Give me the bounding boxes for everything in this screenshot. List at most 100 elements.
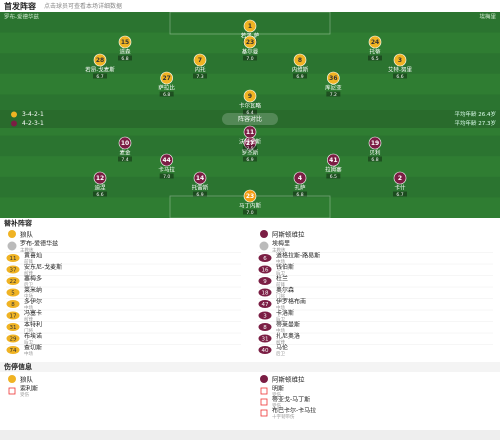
number-badge[interactable] — [258, 311, 272, 320]
player-badge[interactable] — [243, 189, 257, 203]
player-badge[interactable] — [243, 35, 257, 49]
away-team-icon — [11, 120, 17, 127]
player-badge[interactable] — [193, 53, 207, 67]
player-number: 23 — [246, 193, 254, 200]
number-badge[interactable] — [6, 254, 20, 262]
injury-reason: 受伤 — [272, 391, 281, 398]
away-coach: 埃梅里 — [479, 13, 496, 21]
player-badge[interactable] — [327, 71, 340, 85]
center-button[interactable] — [222, 113, 278, 125]
number-badge[interactable] — [258, 277, 272, 285]
player-badge[interactable] — [118, 136, 132, 150]
sub-position: 中场 — [24, 292, 33, 299]
player-name: 沃特金斯 — [239, 138, 262, 146]
number-badge[interactable] — [258, 288, 272, 297]
sub-number: 31 — [262, 336, 269, 342]
player-badge[interactable] — [243, 89, 257, 103]
injury-team: 狼队 — [20, 375, 34, 384]
footer — [0, 430, 500, 440]
rating-box — [93, 191, 107, 197]
injury-reason: 受伤 — [20, 391, 29, 398]
number-badge[interactable] — [6, 346, 20, 354]
player-rating: 7.3 — [196, 74, 203, 80]
injury-icon — [260, 398, 268, 406]
rating-box — [326, 173, 341, 179]
number-badge[interactable] — [6, 288, 20, 297]
sub-number: 3 — [263, 313, 267, 319]
player-name: 若泽-萨 — [241, 32, 260, 40]
injury-name: 布巴卡尔-卡马拉 — [272, 407, 316, 415]
player-badge[interactable] — [368, 136, 382, 150]
player-name: 拉姆塞 — [325, 166, 342, 174]
player-number: 19 — [371, 140, 379, 147]
player-badge[interactable] — [327, 153, 340, 167]
player-name: 麦金 — [119, 149, 131, 157]
rating-box — [293, 191, 307, 197]
player-rating: 6.9 — [246, 157, 253, 163]
rating-box — [93, 73, 107, 79]
player-number: 28 — [96, 57, 104, 64]
sub-name: 卡洛斯 — [276, 309, 294, 317]
rating-box — [193, 191, 207, 197]
player-badge[interactable] — [243, 19, 257, 33]
player-badge[interactable] — [193, 171, 207, 185]
rating-box — [243, 55, 257, 61]
player-badge[interactable] — [93, 171, 107, 185]
player-number: 27 — [162, 75, 170, 82]
number-badge[interactable] — [6, 323, 20, 331]
player-badge[interactable] — [243, 125, 257, 139]
player-badge[interactable] — [160, 71, 173, 85]
player-badge[interactable] — [393, 53, 407, 67]
sub-position: 前锋 — [24, 258, 33, 265]
player-badge[interactable] — [368, 35, 382, 49]
number-badge[interactable] — [258, 346, 272, 354]
player-number: 44 — [162, 157, 170, 164]
sub-name: 冯塞卡 — [24, 309, 42, 317]
rating-box — [118, 55, 132, 61]
rating-box — [118, 156, 132, 162]
sub-position: 中场 — [276, 258, 285, 265]
away-formation: 4-2-3-1 — [22, 120, 44, 127]
sub-name: 黄喜灿 — [24, 252, 42, 260]
number-badge[interactable] — [258, 323, 272, 331]
number-badge[interactable] — [258, 300, 272, 308]
pitch-stripe — [0, 53, 500, 74]
player-badge[interactable] — [160, 153, 173, 167]
player-badge[interactable] — [93, 53, 107, 67]
number-badge[interactable] — [6, 300, 20, 308]
number-badge[interactable] — [258, 265, 272, 274]
sub-number: 74 — [10, 348, 17, 354]
home-info: 平均年龄 26.4岁 — [455, 110, 497, 118]
number-badge[interactable] — [6, 311, 20, 320]
sub-position: 后卫 — [276, 350, 285, 357]
coach-avatar — [259, 241, 269, 251]
sub-number: 18 — [262, 290, 269, 296]
player-number: 1 — [248, 23, 252, 30]
sub-name: 蒂莱曼斯 — [276, 321, 300, 329]
player-badge[interactable] — [293, 53, 307, 67]
player-badge[interactable] — [293, 171, 307, 185]
number-badge[interactable] — [258, 254, 272, 262]
number-badge[interactable] — [6, 265, 20, 274]
home-team-icon — [11, 111, 17, 118]
sub-name: 安东尼-戈麦斯 — [24, 263, 62, 271]
player-number: 4 — [298, 175, 302, 182]
mid-band — [0, 110, 500, 128]
player-rating: 7.2 — [330, 92, 337, 98]
number-badge[interactable] — [258, 334, 272, 343]
sub-position: 后卫 — [24, 338, 33, 345]
section-bar — [0, 362, 500, 372]
number-badge[interactable] — [6, 334, 20, 343]
sub-position: 中场 — [24, 304, 33, 311]
section-bar — [0, 218, 500, 228]
sub-name: 马伦 — [276, 344, 288, 352]
coach-name: 埃梅里 — [272, 240, 290, 248]
sub-number: 29 — [10, 336, 17, 342]
sub-name: 查切斯 — [24, 344, 42, 352]
injury-name: 索利斯 — [20, 385, 38, 393]
player-badge[interactable] — [393, 171, 407, 185]
number-badge[interactable] — [6, 277, 20, 285]
player-badge[interactable] — [118, 35, 132, 49]
rating-box — [243, 209, 257, 215]
injury-team: 阿斯顿维拉 — [272, 375, 305, 384]
